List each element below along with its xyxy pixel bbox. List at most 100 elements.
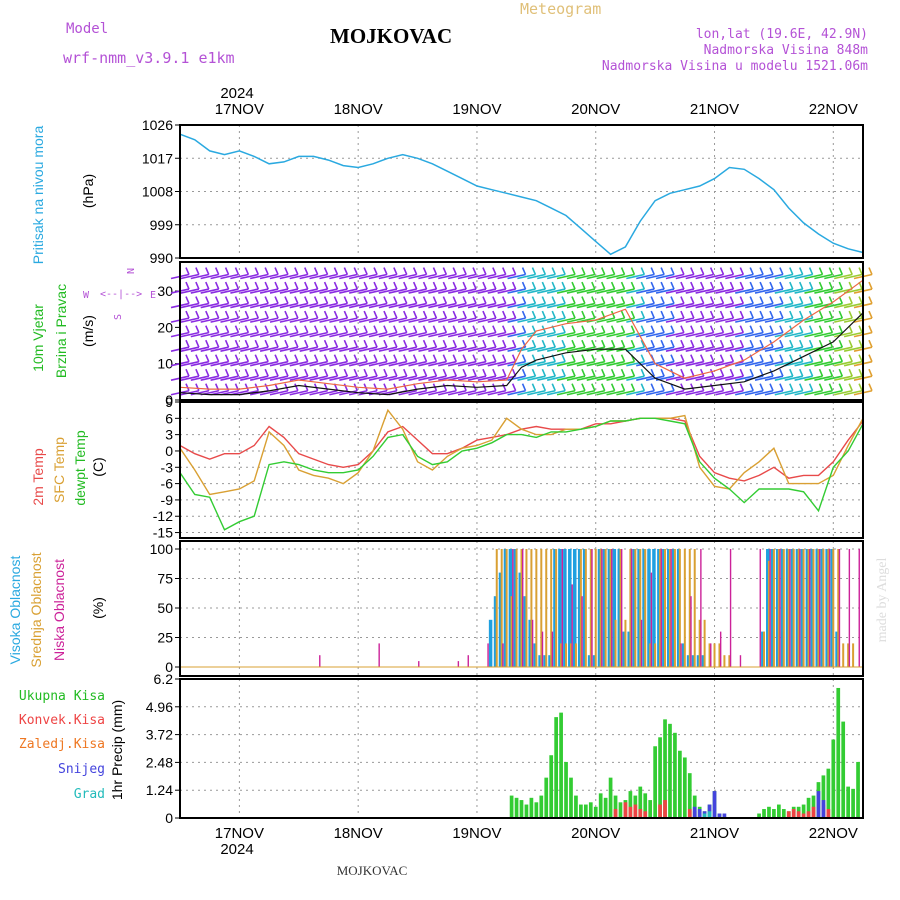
high-cloud-bar xyxy=(548,655,552,667)
wind-barb-flag xyxy=(749,267,754,275)
wind-barb-flag xyxy=(383,267,388,275)
wind-barb xyxy=(259,331,279,338)
wind-barb xyxy=(794,375,813,381)
mid-cloud-bar xyxy=(777,549,780,667)
wind-barb-flag xyxy=(789,310,794,319)
wind-barb-flag xyxy=(432,310,438,319)
wind-barb xyxy=(754,389,774,396)
wind-barb xyxy=(339,346,358,352)
wind-barb xyxy=(824,302,843,309)
wind-barb xyxy=(843,317,863,323)
wind-barb-flag xyxy=(709,368,715,377)
wind-barb xyxy=(576,346,596,352)
wind-barb-flag xyxy=(769,325,774,333)
wind-barb-flag xyxy=(373,354,378,362)
wind-barb xyxy=(180,331,200,338)
high-cloud-bar xyxy=(488,619,493,667)
wind-barb xyxy=(576,375,596,381)
mid-cloud-bar xyxy=(802,549,805,667)
wind-barb xyxy=(428,389,447,396)
low-cloud-bar xyxy=(630,549,633,667)
top-day-label: 21NOV xyxy=(690,101,739,118)
wind-barb-flag xyxy=(541,281,547,290)
wind-barb xyxy=(329,273,348,280)
dewpoint-line xyxy=(179,417,864,531)
wind-barb xyxy=(705,288,724,294)
wind-barb-flag xyxy=(452,296,457,304)
wind-barb-flag xyxy=(848,339,853,348)
wind-barb-flag xyxy=(373,368,378,377)
wind-barb xyxy=(447,360,467,367)
high-cloud-bar xyxy=(577,549,582,667)
wind-barb-flag xyxy=(373,310,378,319)
low-cloud-bar xyxy=(467,655,469,667)
wind-barb xyxy=(349,346,368,352)
wind-barb-flag xyxy=(393,354,398,362)
wind-barb xyxy=(527,273,546,280)
wind-barb-flag xyxy=(650,281,655,290)
wind-barb-flag xyxy=(254,368,260,377)
wind-barb xyxy=(220,360,239,367)
wind-barb xyxy=(259,302,279,309)
wind-barb xyxy=(180,273,200,280)
wind-barb-flag xyxy=(699,368,705,377)
wind-barb xyxy=(804,317,823,323)
wind-barb xyxy=(368,302,388,309)
wind-barb xyxy=(824,346,843,352)
wind-barb xyxy=(438,389,457,396)
low-cloud-bar xyxy=(487,643,489,667)
wind-barb xyxy=(794,346,813,352)
wind-barb-flag xyxy=(373,339,378,348)
wind-barb-flag xyxy=(571,281,576,290)
total-rain-bar xyxy=(574,795,578,818)
wind-barb xyxy=(685,389,704,396)
wind-barb xyxy=(279,389,299,396)
low-cloud-bar xyxy=(601,549,603,667)
total-rain-bar xyxy=(851,788,855,818)
wind-barb-flag xyxy=(432,267,438,275)
wind-barb xyxy=(725,331,744,338)
wind-barb-flag xyxy=(601,368,606,377)
wind-barb-flag xyxy=(244,383,250,392)
wind-barb xyxy=(645,331,665,338)
wind-barb xyxy=(636,302,655,309)
wind-barb-flag xyxy=(264,383,269,392)
wind-barb xyxy=(705,317,724,323)
wind-barb xyxy=(467,389,487,396)
wind-barb xyxy=(764,346,784,352)
wind-barb-flag xyxy=(660,368,665,377)
wind-barb xyxy=(685,317,704,323)
mid-cloud-bar xyxy=(767,560,770,667)
wind-barb xyxy=(725,389,744,396)
wind-barb-flag xyxy=(383,325,388,333)
wind-barb-flag xyxy=(492,368,497,377)
wind-barb-flag xyxy=(205,281,210,290)
wind-barb-flag xyxy=(412,267,418,275)
wind-barb-flag xyxy=(313,325,319,333)
wind-barb xyxy=(616,375,635,381)
wind-barb xyxy=(546,360,566,367)
wind-barb xyxy=(220,273,239,280)
wind-barb xyxy=(626,360,645,367)
wind-barb-flag xyxy=(868,310,873,319)
wind-barb-flag xyxy=(591,325,596,333)
wind-barb-flag xyxy=(739,281,745,290)
mid-cloud-bar xyxy=(540,549,543,667)
wind-barb xyxy=(566,389,586,396)
total-rain-bar xyxy=(638,786,643,818)
low-cloud-bar xyxy=(680,643,682,667)
wind-barb-flag xyxy=(601,354,606,362)
wind-barb-flag xyxy=(333,296,339,304)
high-cloud-bar xyxy=(533,643,537,667)
wind-barb xyxy=(309,331,328,338)
wind-barb xyxy=(655,346,675,352)
wind-barb xyxy=(754,302,774,309)
wind-barb xyxy=(289,375,308,381)
total-rain-bar xyxy=(762,809,766,818)
wind-barb xyxy=(190,288,209,294)
wind-barb xyxy=(190,375,209,381)
wind-barb-flag xyxy=(591,296,596,304)
wind-barb xyxy=(665,302,685,309)
wind-barb-flag xyxy=(610,368,616,377)
